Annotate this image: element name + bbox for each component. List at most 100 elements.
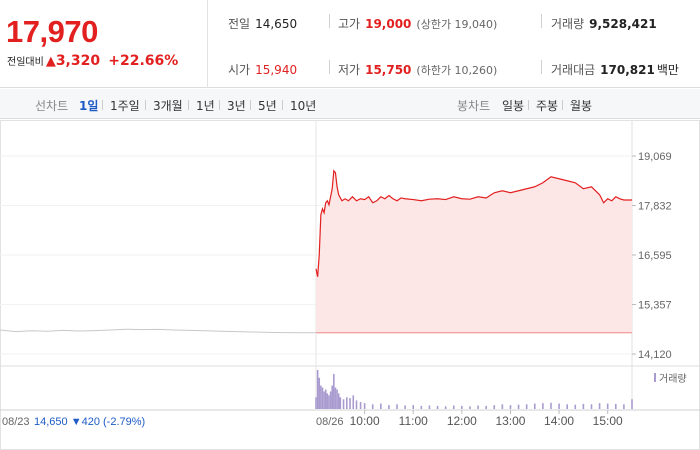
tab-10y[interactable]: 10년 [290,99,317,113]
volume-bar [404,405,406,409]
volume-bar [558,403,560,409]
volume-bar [321,387,324,409]
candle-chart-label: 봉차트 [457,99,491,113]
volume-bar [509,405,512,409]
tab-weekly-candle[interactable]: 주봉 [536,99,559,113]
x-tick-label: 11:00 [399,414,428,428]
x-tick-label: 13:00 [495,414,525,428]
y-tick-label: 15,357 [638,300,672,312]
price-line [315,169,632,277]
tab-1d[interactable]: 1일 [79,99,99,113]
volume-bar [566,404,568,409]
tab-daily-candle[interactable]: 일봉 [502,99,525,113]
divider [541,14,542,28]
amount-unit: 백만 [656,63,679,77]
tab-1w[interactable]: 1주일 [110,99,140,113]
volume-bar [320,385,322,409]
volume-bar [485,405,487,409]
divider [541,60,542,74]
volume-label: 거래량 [551,17,585,31]
volume-bar [329,391,332,409]
volume-bar [598,403,601,409]
prev-close-label: 전일 [228,17,251,31]
volume-bar [574,404,577,409]
line-chart-label: 선차트 [35,99,69,113]
volume-bar [331,385,334,409]
open-cell: 시가 15,940 [228,61,297,78]
tab-5y[interactable]: 5년 [258,99,277,113]
change-value: 3,320 [55,53,101,69]
amount-label: 거래대금 [551,63,596,77]
volume-bar [517,404,520,409]
volume-bar [352,395,355,409]
volume-bar [461,405,463,409]
x-tick-label: 12:00 [447,414,477,428]
volume-bar [334,387,337,409]
low-cell: 저가 15,750 (하한가 10,260) [338,61,497,78]
volume-bar [328,395,330,409]
up-arrow-icon: ▲ [45,54,56,69]
volume-bar [614,403,617,409]
current-price: 17,970 [6,14,98,49]
divider [329,60,330,74]
volume-bar [363,403,366,409]
volume-bar [326,393,329,409]
high-label: 고가 [338,17,361,31]
current-price-box: 17,970 전일대비 ▲3,320 +22.66% [0,0,208,88]
price-area [316,170,632,333]
change-percent: +22.66% [108,53,179,69]
volume-bar [342,399,345,409]
tab-3y[interactable]: 3년 [227,99,246,113]
volume-bar [336,389,338,409]
amount-cell: 거래대금 170,821 백만 [551,61,679,78]
volume-bar [318,377,321,409]
y-tick-label: 17,832 [638,201,672,213]
volume-bar [324,389,327,409]
volume-bar [590,404,593,409]
day-date-label: 08/26 [316,416,344,428]
y-tick-label: 19,069 [638,151,672,163]
volume-bar [355,400,358,409]
volume-bar [477,405,479,409]
prev-close-cell: 전일 14,650 [228,15,297,32]
volume-bar [337,393,340,409]
lower-limit: (하한가 10,260) [416,64,498,77]
volume-bar [428,405,431,409]
open-value: 15,940 [255,63,298,77]
y-tick-label: 14,120 [638,349,672,361]
volume-bar [501,404,504,409]
volume-bar [323,391,325,409]
volume-bar [339,397,342,409]
volume-bar [452,405,455,409]
price-change: 전일대비 ▲3,320 +22.66% [7,53,178,69]
volume-bar [533,403,536,409]
low-value: 15,750 [365,63,412,77]
volume-bar [469,406,471,409]
volume-bar [345,397,348,409]
low-label: 저가 [338,63,361,77]
volume-bar [412,405,415,409]
volume-legend-swatch [654,373,656,382]
tab-monthly-candle[interactable]: 월봉 [570,99,593,113]
volume-bar [606,403,609,409]
tab-3m[interactable]: 3개월 [153,99,183,113]
volume-bar [316,370,319,409]
volume-bar [525,404,528,409]
volume-cell: 거래량 9,528,421 [551,15,657,32]
open-label: 시가 [228,63,251,77]
volume-bar [623,404,625,409]
volume-bar [444,406,447,409]
volume-bar [315,397,317,409]
x-tick-label: 15:00 [593,414,623,428]
price-summary: 17,970 전일대비 ▲3,320 +22.66% 전일 14,650 고가 19,… [0,0,700,88]
volume-bar [380,403,382,409]
volume-bar [420,405,423,409]
volume-bar [349,398,351,409]
tab-1y[interactable]: 1년 [196,99,215,113]
prev-close-value: 14,650 [255,17,298,31]
volume-bar [396,404,398,409]
volume-bar [333,373,335,409]
prev-day-info: 14,650 ▼420 (-2.79%) [34,416,145,428]
high-cell: 고가 19,000 (상한가 19,040) [338,15,497,32]
x-tick-label: 14:00 [544,414,574,428]
